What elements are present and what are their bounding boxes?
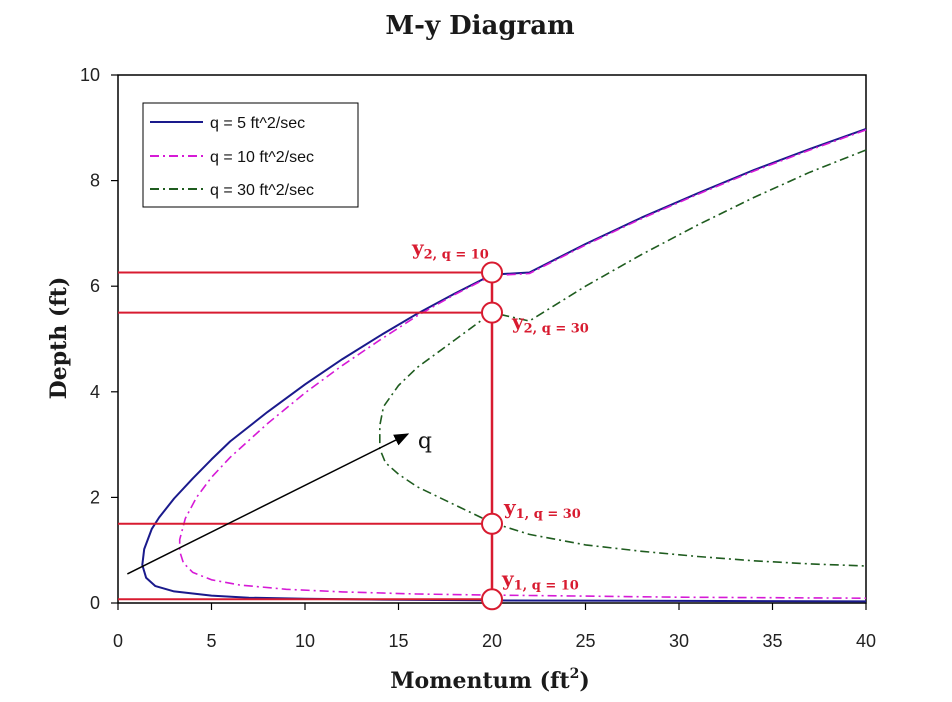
x-tick-label: 30 <box>669 631 689 651</box>
legend-box <box>142 102 359 208</box>
legend: q = 5 ft^2/sec q = 10 ft^2/sec q = 30 ft… <box>142 102 359 208</box>
legend-label-q10: q = 10 ft^2/sec <box>210 149 314 166</box>
x-tick-label: 0 <box>113 631 123 651</box>
x-tick-label: 20 <box>482 631 502 651</box>
depth-annotation-label: y1, q = 10 <box>501 566 579 593</box>
y-tick-label: 8 <box>90 171 100 191</box>
depth-annotation-label: y1, q = 30 <box>503 495 581 522</box>
legend-label-q5: q = 5 ft^2/sec <box>210 115 305 132</box>
x-tick-label: 40 <box>856 631 876 651</box>
depth-label-sub: 1, q = 10 <box>514 578 579 593</box>
x-axis-label: Momentum (ft2) <box>390 666 590 694</box>
x-tick-label: 10 <box>295 631 315 651</box>
x-axis-ticks: 0 5 10 15 20 25 30 35 40 <box>113 603 876 651</box>
chart-title: M-y Diagram <box>385 11 574 41</box>
x-tick-label: 5 <box>206 631 216 651</box>
series-line-q5 <box>141 127 867 603</box>
depth-marker <box>481 261 503 284</box>
depth-label-sub: 2, q = 30 <box>524 322 589 337</box>
y-tick-label: 10 <box>80 65 100 85</box>
depth-label-main: y <box>511 310 525 334</box>
y-axis-ticks: 0 2 4 6 8 10 <box>80 65 118 613</box>
x-tick-label: 25 <box>575 631 595 651</box>
depth-annotation-label: y2, q = 10 <box>411 235 489 262</box>
depth-label-main: y <box>503 495 517 519</box>
y-tick-label: 2 <box>90 487 100 507</box>
series-line-q30 <box>378 149 867 567</box>
y-tick-label: 4 <box>90 382 100 402</box>
depth-marker <box>481 512 503 535</box>
q-direction-arrow <box>127 433 410 575</box>
series-group <box>141 127 867 603</box>
y-tick-label: 6 <box>90 276 100 296</box>
depth-marker <box>481 301 503 324</box>
x-axis-label-main: Momentum (ft <box>390 668 570 694</box>
x-axis-label-superscript: 2 <box>570 666 580 682</box>
x-tick-label: 15 <box>388 631 408 651</box>
y-tick-label: 0 <box>90 593 100 613</box>
legend-label-q30: q = 30 ft^2/sec <box>210 182 314 199</box>
x-axis-label-tail: ) <box>579 668 589 694</box>
depth-marker <box>481 588 503 611</box>
y-axis-label: Depth (ft) <box>46 277 72 400</box>
depth-annotation-label: y2, q = 30 <box>511 310 589 337</box>
x-tick-label: 35 <box>762 631 782 651</box>
depth-label-main: y <box>501 566 515 590</box>
series-line-q10 <box>178 129 867 600</box>
depth-label-main: y <box>411 235 425 259</box>
depth-label-sub: 1, q = 30 <box>516 507 581 522</box>
q-arrow-label: q <box>418 429 432 454</box>
depth-label-sub: 2, q = 10 <box>424 247 489 262</box>
